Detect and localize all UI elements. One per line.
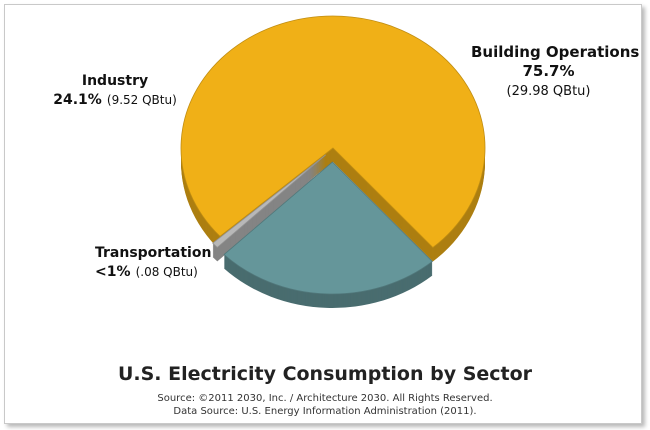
source-line: Source: ©2011 2030, Inc. / Architecture … bbox=[157, 393, 493, 404]
label-transportation-name: Transportation bbox=[95, 245, 212, 261]
label-building-operations: Building Operations 75.7% (29.98 QBtu) bbox=[471, 42, 639, 99]
pie-top-layer bbox=[180, 15, 486, 295]
label-transportation-value: (.08 QBtu) bbox=[135, 265, 198, 279]
chart-title: U.S. Electricity Consumption by Sector bbox=[117, 363, 533, 385]
pie-slice-building-operations bbox=[180, 15, 486, 249]
label-industry-percent: 24.1% bbox=[53, 92, 102, 108]
pie-slice-transportation bbox=[212, 154, 326, 248]
label-transportation: Transportation <1% (.08 QBtu) bbox=[95, 242, 211, 280]
label-building-operations-name: Building Operations bbox=[471, 43, 640, 61]
data-source-line: Data Source: U.S. Energy Information Adm… bbox=[173, 406, 477, 417]
label-industry-name: Industry bbox=[81, 73, 149, 89]
label-industry-value: (9.52 QBtu) bbox=[106, 93, 177, 107]
label-building-operations-value: (29.98 QBtu) bbox=[506, 84, 591, 99]
label-industry: Industry 24.1% (9.52 QBtu) bbox=[40, 70, 190, 108]
pie-slice-industry bbox=[223, 161, 433, 295]
label-building-operations-percent: 75.7% bbox=[522, 62, 575, 80]
label-transportation-percent: <1% bbox=[95, 264, 131, 280]
